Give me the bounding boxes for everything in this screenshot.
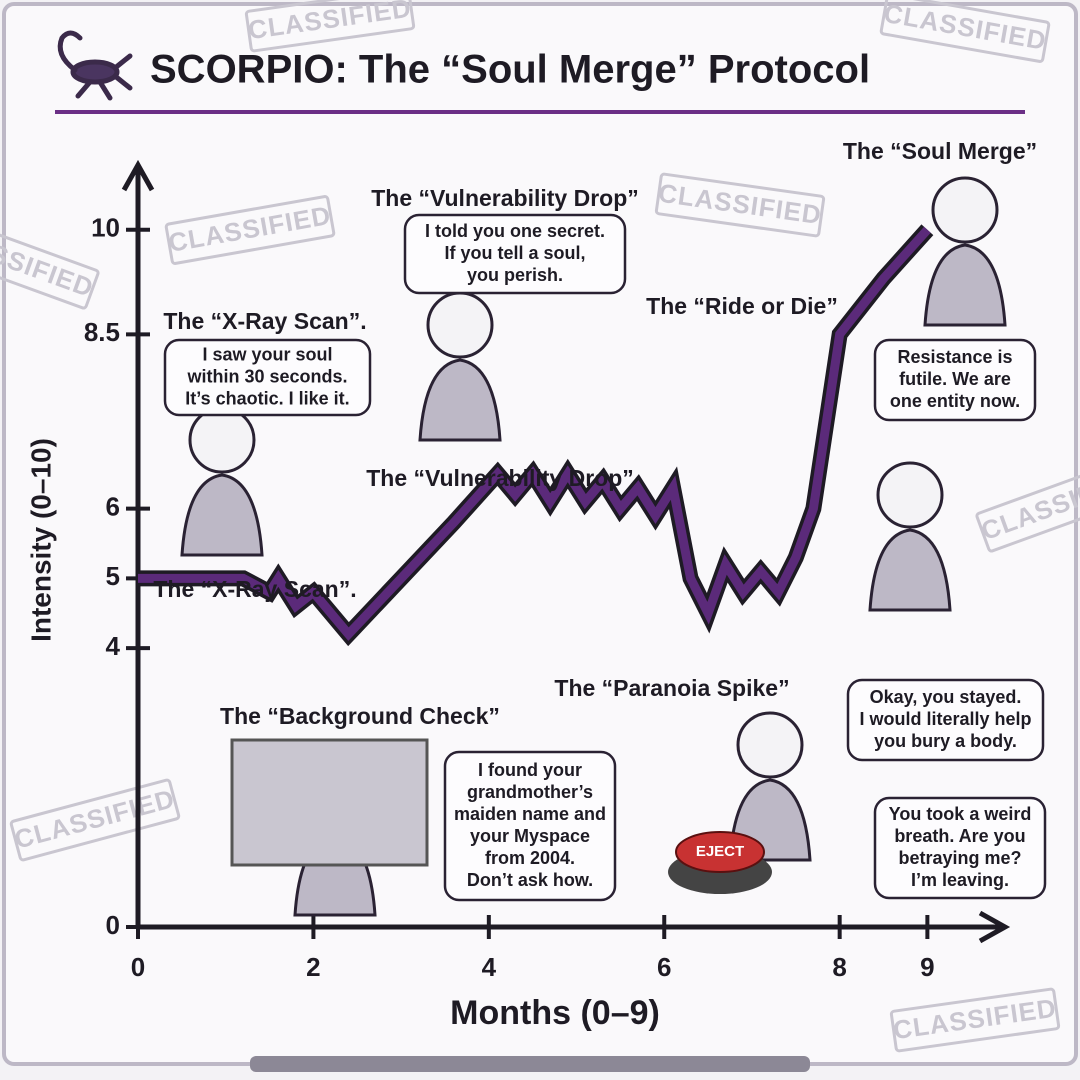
scorpion-icon	[57, 30, 133, 101]
eject-label: EJECT	[696, 843, 744, 860]
figure-head	[736, 711, 804, 779]
stamp-frame	[244, 0, 416, 53]
chart-title: SCORPIO: The “Soul Merge” Protocol	[150, 48, 870, 92]
x-tick-label: 4	[482, 952, 497, 982]
data-line	[138, 226, 931, 641]
stamp-frame	[975, 457, 1080, 553]
bubble-text: betraying me?	[898, 848, 1021, 868]
bubble-text: maiden name and	[454, 804, 606, 824]
stamp-frame	[0, 214, 100, 310]
bubble-text: It’s chaotic. I like it.	[185, 388, 349, 408]
stamp-frame	[164, 195, 336, 265]
y-tick-label: 4	[106, 631, 121, 661]
speech-bubble	[846, 678, 1045, 762]
board-tray	[250, 1056, 810, 1072]
bubble-text: futile. We are	[899, 369, 1011, 389]
bubble-text: I’m leaving.	[911, 870, 1009, 890]
stamp-frame	[889, 987, 1061, 1053]
annotation-title: The “X-Ray Scan”.	[163, 308, 366, 334]
bubble-text: from 2004.	[485, 848, 575, 868]
y-axis-label: Intensity (0–10)	[25, 438, 56, 642]
bubble-text: I saw your soul	[202, 344, 332, 364]
figure-head	[876, 461, 944, 529]
speech-bubble	[443, 750, 617, 902]
x-tick-label: 6	[657, 952, 671, 982]
bubble-text: within 30 seconds.	[186, 366, 347, 386]
board-pins	[230, 738, 429, 867]
figure-body	[868, 528, 952, 612]
annotation-title: The “Background Check”	[220, 703, 500, 729]
annotation-title: The “Soul Merge”	[843, 138, 1037, 164]
y-tick-label: 0	[106, 910, 120, 940]
line-label: The “Vulnerability Drop”	[366, 465, 634, 491]
bubble-text: Resistance is	[897, 347, 1012, 367]
speech-bubble	[163, 338, 372, 417]
bubble-text: You took a weird	[889, 804, 1032, 824]
annotation-title: The “Paranoia Spike”	[554, 675, 789, 701]
speech-bubble	[873, 338, 1037, 422]
stamp-frame	[879, 0, 1051, 63]
x-tick-label: 2	[306, 952, 320, 982]
bubble-text: Okay, you stayed.	[870, 687, 1022, 707]
speech-bubble	[873, 796, 1047, 900]
y-axis-arrow	[121, 159, 155, 192]
bubble-text: one entity now.	[890, 391, 1020, 411]
bubble-text: I would literally help	[859, 709, 1031, 729]
x-axis-label: Months (0–9)	[450, 994, 660, 1032]
y-tick-label: 8.5	[84, 317, 120, 347]
speech-bubble	[403, 213, 627, 295]
bubble-text: you bury a body.	[874, 731, 1017, 751]
annotation-title: The “Vulnerability Drop”	[371, 185, 639, 211]
figure-head	[426, 291, 494, 359]
y-tick-label: 5	[106, 561, 120, 591]
eject-button	[675, 831, 765, 873]
figure-body	[180, 473, 264, 557]
figure-body	[923, 243, 1007, 327]
figure-body	[418, 358, 502, 442]
y-tick-label: 6	[106, 492, 120, 522]
bubble-text: I found your	[478, 760, 582, 780]
figure-head	[931, 176, 999, 244]
y-tick-label: 10	[91, 213, 120, 243]
bubble-text: If you tell a soul,	[444, 243, 585, 263]
bubble-text: you perish.	[467, 265, 563, 285]
bubble-text: breath. Are you	[894, 826, 1025, 846]
bubble-text: grandmother’s	[467, 782, 593, 802]
figure-head	[188, 406, 256, 474]
stamp-frame	[654, 172, 826, 238]
bubble-text: I told you one secret.	[425, 221, 605, 241]
line-label: The “X-Ray Scan”.	[153, 576, 356, 602]
annotation-title: The “Ride or Die”	[646, 293, 838, 319]
x-axis-arrow	[978, 910, 1011, 944]
bubble-text: Don’t ask how.	[467, 870, 593, 890]
stamp-frame	[9, 778, 181, 862]
x-tick-label: 9	[920, 952, 934, 982]
x-tick-label: 8	[832, 952, 846, 982]
bubble-text: your Myspace	[470, 826, 590, 846]
x-tick-label: 0	[131, 952, 145, 982]
